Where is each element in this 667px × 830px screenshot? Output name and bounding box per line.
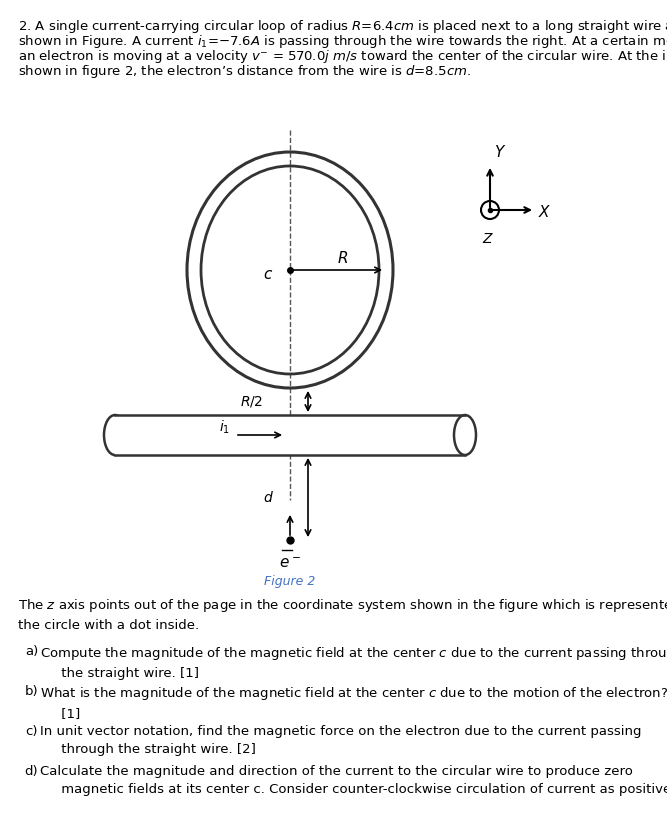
Text: d): d) xyxy=(25,765,38,778)
Text: The $z$ axis points out of the page in the coordinate system shown in the figure: The $z$ axis points out of the page in t… xyxy=(18,597,667,632)
Ellipse shape xyxy=(104,415,126,455)
Text: $Z$: $Z$ xyxy=(482,232,494,246)
Text: What is the magnitude of the magnetic field at the center $c$ due to the motion : What is the magnitude of the magnetic fi… xyxy=(40,685,667,720)
Text: $c$: $c$ xyxy=(263,266,273,281)
Text: $R$: $R$ xyxy=(337,250,348,266)
Text: Calculate the magnitude and direction of the current to the circular wire to pro: Calculate the magnitude and direction of… xyxy=(40,765,667,796)
Text: an electron is moving at a velocity $v^{-}$ = 570.0$j$ $m/s$ toward the center o: an electron is moving at a velocity $v^{… xyxy=(18,48,667,65)
Text: $d$: $d$ xyxy=(263,490,273,505)
Text: 2. A single current-carrying circular loop of radius $R$=6.4$cm$ is placed next : 2. A single current-carrying circular lo… xyxy=(18,18,667,35)
Text: $i_1$: $i_1$ xyxy=(219,418,230,436)
Ellipse shape xyxy=(454,415,476,455)
Text: c): c) xyxy=(25,725,38,738)
Text: Figure 2: Figure 2 xyxy=(264,575,315,588)
Bar xyxy=(115,415,465,455)
Text: $Y$: $Y$ xyxy=(494,144,506,160)
Text: a): a) xyxy=(25,645,38,658)
Text: shown in Figure. A current $i_1$=−7.6$A$ is passing through the wire towards the: shown in Figure. A current $i_1$=−7.6$A$… xyxy=(18,33,667,50)
Text: $R/2$: $R/2$ xyxy=(240,394,263,409)
Text: shown in figure 2, the electron’s distance from the wire is $d$=8.5$cm$.: shown in figure 2, the electron’s distan… xyxy=(18,63,471,80)
Text: Compute the magnitude of the magnetic field at the center $c$ due to the current: Compute the magnitude of the magnetic fi… xyxy=(40,645,667,680)
Text: $X$: $X$ xyxy=(538,204,552,220)
Text: b): b) xyxy=(25,685,38,698)
Text: $e^-$: $e^-$ xyxy=(279,556,301,571)
Text: In unit vector notation, find the magnetic force on the electron due to the curr: In unit vector notation, find the magnet… xyxy=(40,725,642,756)
